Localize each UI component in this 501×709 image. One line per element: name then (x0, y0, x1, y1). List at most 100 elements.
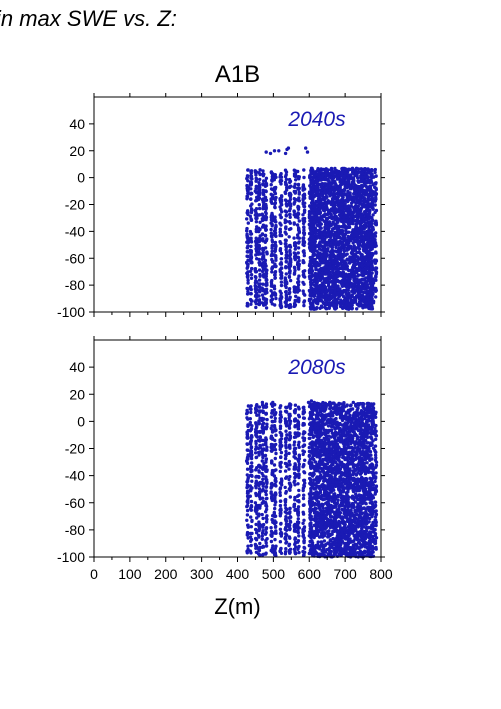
data-point (257, 413, 261, 417)
data-point (288, 515, 292, 519)
data-point (368, 257, 372, 261)
data-point (302, 303, 306, 308)
data-point (254, 301, 258, 306)
data-point (257, 226, 261, 230)
data-point (297, 462, 301, 466)
data-point (314, 298, 318, 303)
data-point (301, 193, 305, 198)
data-point (248, 531, 253, 536)
data-point (287, 426, 292, 430)
data-point (288, 488, 292, 492)
data-point (337, 294, 341, 298)
data-point (293, 285, 298, 290)
data-point (307, 297, 312, 301)
data-point (274, 451, 278, 456)
data-point (288, 436, 292, 440)
data-point (314, 180, 319, 184)
y-tick-label: -40 (65, 223, 85, 239)
data-point (253, 287, 257, 291)
data-point (248, 423, 252, 427)
data-point (316, 302, 320, 306)
data-point (248, 407, 252, 411)
data-point (285, 281, 289, 286)
data-point (245, 448, 249, 452)
data-point (245, 412, 249, 416)
data-point (302, 471, 307, 475)
data-point (272, 284, 277, 288)
data-point (301, 416, 306, 420)
data-point (322, 238, 327, 243)
data-point (374, 288, 378, 292)
data-point (309, 181, 313, 186)
data-point (287, 548, 291, 553)
data-point (248, 214, 252, 218)
data-point (274, 254, 278, 258)
data-point (287, 451, 291, 456)
data-point (283, 230, 287, 234)
data-point (273, 173, 277, 177)
data-point (333, 284, 338, 288)
data-point (264, 225, 268, 229)
data-point (257, 430, 261, 434)
data-point (258, 300, 262, 305)
data-point (369, 303, 374, 307)
data-point (279, 294, 283, 298)
data-point (246, 500, 250, 504)
data-point (274, 500, 278, 504)
data-point (284, 541, 288, 545)
data-point (284, 537, 288, 541)
data-point (250, 202, 254, 206)
data-point (313, 257, 317, 262)
data-point (279, 546, 283, 551)
data-point (351, 257, 356, 261)
data-point (312, 190, 316, 194)
data-point (269, 183, 273, 187)
data-point (336, 195, 340, 199)
data-point (341, 300, 346, 304)
data-point (270, 249, 274, 254)
data-point (274, 234, 278, 238)
data-point (279, 172, 283, 176)
data-point (292, 289, 296, 294)
data-point (296, 457, 300, 462)
data-point (246, 244, 250, 248)
data-point (302, 208, 307, 212)
data-point (296, 296, 300, 301)
data-point (317, 232, 321, 236)
data-point (264, 502, 268, 506)
data-point (332, 189, 336, 194)
data-point (343, 259, 347, 263)
data-point (264, 198, 269, 202)
data-point (255, 403, 259, 407)
data-point (323, 242, 327, 246)
data-point (349, 174, 353, 179)
data-point (297, 219, 301, 223)
data-point (265, 537, 269, 541)
data-point (302, 253, 306, 258)
data-point (264, 405, 269, 409)
data-point (358, 304, 362, 308)
data-point (301, 183, 306, 187)
data-point (303, 458, 307, 462)
data-point (249, 180, 254, 185)
data-point (344, 167, 348, 171)
data-point (253, 527, 258, 532)
data-point (321, 295, 325, 299)
data-point (254, 243, 258, 248)
data-point (292, 168, 296, 172)
data-point (374, 250, 378, 254)
data-point (264, 516, 268, 520)
data-point (348, 197, 352, 201)
data-point (347, 245, 351, 250)
data-point (320, 286, 325, 290)
data-point (264, 306, 269, 310)
data-point (297, 493, 301, 497)
data-point (278, 227, 282, 231)
data-point (264, 520, 269, 524)
data-point (374, 278, 378, 282)
data-point (301, 280, 305, 285)
data-point (274, 428, 278, 432)
data-point (287, 467, 291, 471)
data-point (292, 435, 297, 439)
